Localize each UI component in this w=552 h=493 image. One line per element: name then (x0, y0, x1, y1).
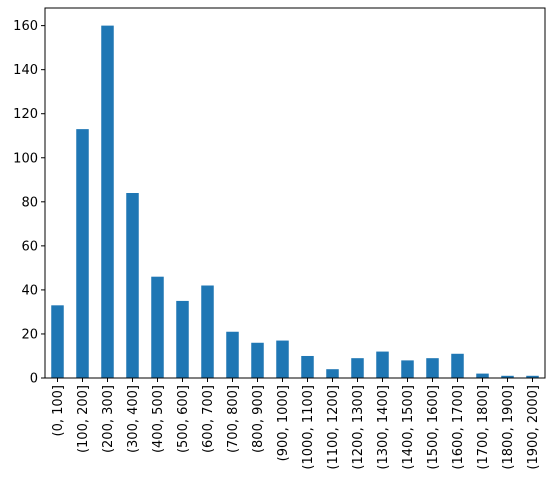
bar (376, 351, 389, 378)
y-tick-label: 100 (13, 151, 38, 166)
bar (476, 373, 489, 378)
x-tick-label: (600, 700] (201, 385, 216, 453)
bar (201, 285, 214, 378)
bar (76, 129, 89, 378)
x-tick-label: (1300, 1400] (376, 385, 391, 470)
bar (276, 340, 289, 378)
x-tick-label: (400, 500] (151, 385, 166, 453)
bar (426, 358, 439, 378)
y-tick-label: 0 (30, 372, 38, 387)
x-tick-label: (1400, 1500] (401, 385, 416, 470)
bar (351, 358, 364, 378)
bar (176, 300, 189, 378)
x-tick-label: (1100, 1200] (326, 385, 341, 470)
x-tick-label: (1600, 1700] (451, 385, 466, 470)
y-tick-label: 140 (13, 63, 38, 78)
x-tick-label: (200, 300] (101, 385, 116, 453)
bar (151, 276, 164, 378)
y-tick-label: 120 (13, 107, 38, 122)
bar (301, 355, 314, 378)
bar (51, 305, 64, 378)
x-tick-label: (700, 800] (226, 385, 241, 453)
x-tick-label: (1500, 1600] (426, 385, 441, 470)
x-tick-label: (0, 100] (51, 385, 66, 437)
y-tick-label: 40 (21, 283, 38, 298)
x-tick-label: (100, 200] (76, 385, 91, 453)
x-tick-label: (1200, 1300] (351, 385, 366, 470)
bar (451, 353, 464, 378)
bar (251, 342, 264, 378)
x-tick-label: (1000, 1100] (301, 385, 316, 470)
bar (401, 360, 414, 378)
bar (126, 193, 139, 378)
bar (501, 375, 514, 378)
axes-frame (44, 7, 546, 379)
y-tick-label: 60 (21, 239, 38, 254)
x-tick-label: (500, 600] (176, 385, 191, 453)
x-tick-label: (1700, 1800] (476, 385, 491, 470)
x-tick-label: (1900, 2000] (526, 385, 541, 470)
bar (526, 375, 539, 378)
y-tick-label: 160 (13, 19, 38, 34)
bar (226, 331, 239, 378)
bar (101, 25, 114, 378)
x-tick-label: (1800, 1900] (501, 385, 516, 470)
x-tick-label: (900, 1000] (276, 385, 291, 461)
y-tick-label: 80 (21, 195, 38, 210)
x-tick-label: (300, 400] (126, 385, 141, 453)
bar (326, 369, 339, 378)
x-tick-label: (800, 900] (251, 385, 266, 453)
y-tick-label: 20 (21, 327, 38, 342)
